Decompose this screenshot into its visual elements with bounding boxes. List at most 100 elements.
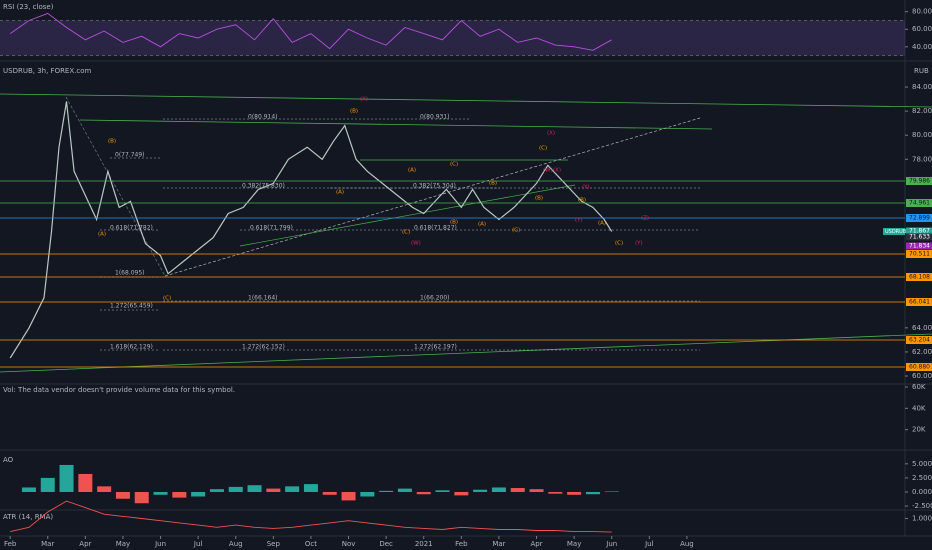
annotation: 0(80.914): [248, 114, 278, 121]
annotation: 1.272(62.197): [414, 344, 457, 351]
level-label: 60.880: [909, 364, 930, 371]
trend-line: [0, 93, 932, 108]
y-tick-label: 62.00: [912, 348, 932, 356]
trend-line: [164, 117, 701, 277]
y-tick-label: 2.500: [912, 474, 932, 482]
y-tick-label: 40.00: [912, 43, 932, 51]
ao-bar: [529, 489, 544, 492]
y-tick-label: 60.00: [912, 372, 932, 380]
annotation: (X): [547, 131, 555, 137]
x-tick-label: Mar: [492, 540, 505, 548]
rsi-band: [0, 20, 905, 56]
ao-bar: [78, 473, 93, 492]
level-tag: [906, 250, 932, 258]
annotation: (B): [489, 181, 497, 187]
y-tick-label: 82.00: [912, 107, 932, 115]
annotation: 0(77.749): [115, 152, 145, 159]
ao-bar: [416, 491, 431, 495]
x-tick-label: Aug: [229, 540, 243, 548]
ao-bar: [40, 477, 55, 492]
ao-bar: [604, 491, 619, 492]
level-label: 72.899: [909, 215, 930, 222]
annotation: (C): [615, 241, 623, 247]
symbol-tag: [883, 228, 905, 235]
price-tag: [906, 233, 932, 241]
ao-bar: [585, 491, 600, 495]
volume-note: Vol: The data vendor doesn't provide vol…: [3, 386, 235, 394]
x-tick-label: Jun: [605, 540, 617, 548]
x-tick-label: Oct: [305, 540, 317, 548]
ao-bar: [303, 484, 318, 492]
y-tick-label: 80.00: [912, 131, 932, 139]
symbol-tag-label: USDRUB: [885, 229, 907, 235]
annotation: (C): [539, 146, 547, 152]
ao-bar: [341, 491, 356, 501]
annotation: (B): [350, 109, 358, 115]
level-tag: [906, 177, 932, 185]
price-tag-label: 71.834: [909, 243, 930, 250]
symbol-title: USDRUB, 3h, FOREX.com: [3, 67, 92, 75]
level-label: 79.986: [909, 178, 930, 185]
annotation: (Y): [575, 218, 583, 224]
x-tick-label: Sep: [267, 540, 281, 548]
y-tick-label: 40K: [912, 404, 926, 412]
rsi-title: RSI (23, close): [3, 3, 54, 11]
annotation: (Z): [641, 216, 649, 222]
annotation: (C): [450, 162, 458, 168]
series-line: [9, 12, 612, 51]
price-tag: [906, 227, 932, 235]
annotation: 1.272(65.459): [110, 303, 153, 310]
ao-bar: [209, 489, 224, 492]
annotation: (B): [578, 198, 586, 204]
x-tick-label: Apr: [79, 540, 91, 548]
ao-bar: [59, 464, 74, 492]
annotation: (Y): [582, 185, 590, 191]
annotation: 1.272(62.152): [242, 344, 285, 351]
annotation: (C): [163, 296, 171, 302]
annotation: (B): [108, 139, 116, 145]
level-tag: [906, 298, 932, 306]
ao-bar: [473, 489, 488, 492]
x-tick-label: Dec: [379, 540, 393, 548]
annotation: 1(68.095): [115, 270, 145, 277]
level-label: 68.108: [909, 274, 930, 281]
atr-title: ATR (14, RMA): [3, 513, 53, 521]
annotation: (A): [408, 168, 416, 174]
annotation: (A): [598, 221, 606, 227]
ao-title: AO: [3, 456, 14, 464]
x-tick-label: Aug: [680, 540, 694, 548]
trend-line: [79, 119, 713, 130]
level-tag: [906, 199, 932, 207]
ao-bar: [153, 491, 168, 495]
ao-bar: [285, 486, 300, 492]
currency: RUB: [914, 67, 929, 75]
ao-bar: [491, 487, 506, 492]
level-label: 74.961: [909, 200, 930, 207]
ao-bar: [21, 487, 36, 492]
x-tick-label: Feb: [4, 540, 17, 548]
ao-bar: [360, 491, 375, 497]
level-label: 63.204: [909, 337, 930, 344]
annotation: 0(80.931): [420, 114, 450, 121]
y-tick-label: 60.00: [912, 25, 932, 33]
annotation: (X): [553, 168, 561, 174]
annotation: (W): [411, 241, 421, 247]
level-tag: [906, 214, 932, 222]
x-tick-label: May: [567, 540, 581, 548]
annotation: (X): [360, 97, 368, 103]
ao-bar: [379, 490, 394, 492]
y-tick-label: 80.00: [912, 8, 932, 16]
y-tick-label: 1.000: [912, 515, 932, 523]
annotation: (A): [478, 222, 486, 228]
ao-bar: [397, 488, 412, 492]
series-line: [10, 500, 612, 533]
annotation: (C): [512, 228, 520, 234]
annotation: (B): [535, 196, 543, 202]
annotation: 0.618(71.827): [414, 225, 457, 232]
ao-bar: [228, 486, 243, 492]
annotation: 0.618(71.782): [110, 225, 153, 232]
price-tag-label: 71.867: [909, 228, 930, 235]
annotation: 0.618(71.799): [250, 225, 293, 232]
